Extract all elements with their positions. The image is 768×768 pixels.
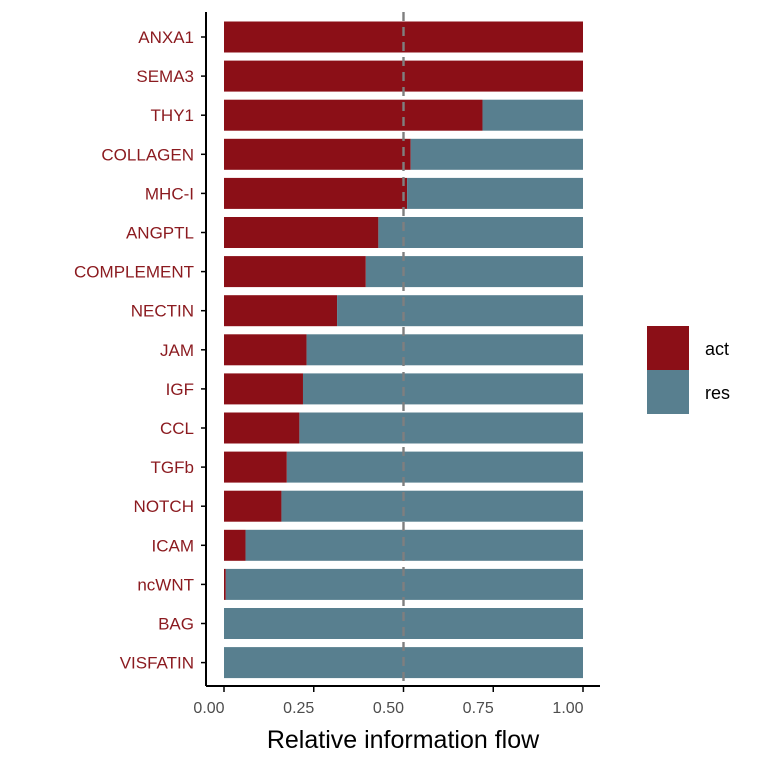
bar-act-igf (224, 373, 303, 405)
y-tick-label: VISFATIN (120, 654, 194, 673)
bar-res-ccl (299, 412, 583, 444)
bar-res-jam (306, 334, 583, 366)
bar-res-notch (281, 490, 583, 522)
bar-act-nectin (224, 295, 338, 327)
bar-act-tgfb (224, 451, 287, 483)
bars-layer (224, 12, 584, 686)
bar-res-mhc-i (407, 177, 583, 209)
bar-res-nectin (337, 295, 583, 327)
x-tick-label: 1.00 (552, 700, 583, 717)
x-tick-label: 0.25 (283, 700, 314, 717)
y-tick-label: NECTIN (131, 302, 194, 321)
bar-act-collagen (224, 138, 411, 170)
legend-label-res: res (705, 383, 730, 403)
y-tick-label: ANXA1 (138, 28, 194, 47)
bar-act-notch (224, 490, 282, 522)
bar-res-tgfb (286, 451, 583, 483)
y-tick-label: BAG (158, 615, 194, 634)
bar-act-angptl (224, 217, 379, 248)
bar-res-thy1 (482, 99, 583, 131)
x-tick-label: 0.75 (463, 700, 494, 717)
y-tick-label: MHC-I (145, 184, 194, 203)
y-tick-label: TGFb (151, 458, 194, 477)
bar-res-igf (302, 373, 583, 405)
y-tick-label: IGF (166, 380, 194, 399)
legend: act res (647, 326, 730, 414)
y-tick-label: COLLAGEN (101, 145, 194, 164)
bar-res-icam (245, 529, 584, 561)
x-axis: 0.00 0.25 0.50 0.75 1.00 (193, 685, 600, 717)
y-tick-label: JAM (160, 341, 194, 360)
bar-act-ncwnt (224, 568, 226, 600)
bar-act-icam (224, 529, 246, 561)
legend-key-res (647, 370, 689, 414)
legend-key-act (647, 326, 689, 370)
y-tick-label: ICAM (152, 536, 195, 555)
bar-act-mhc-i (224, 177, 408, 209)
bar-res-collagen (410, 138, 583, 170)
y-tick-label: SEMA3 (136, 67, 194, 86)
bar-act-thy1 (224, 99, 483, 131)
x-tick-label: 0.50 (373, 700, 404, 717)
bar-act-ccl (224, 412, 300, 444)
bar-res-complement (365, 256, 583, 288)
y-tick-label: ncWNT (137, 575, 194, 594)
y-tick-label: THY1 (151, 106, 194, 125)
y-tick-label: CCL (160, 419, 194, 438)
y-tick-label: COMPLEMENT (74, 263, 194, 282)
x-tick-label: 0.00 (193, 700, 224, 717)
bar-act-jam (224, 334, 307, 366)
bar-act-complement (224, 256, 366, 288)
y-tick-label: ANGPTL (126, 224, 194, 243)
y-tick-label: NOTCH (134, 497, 194, 516)
legend-label-act: act (705, 339, 729, 359)
y-tick-labels: ANXA1 SEMA3 THY1 COLLAGEN MHC-I ANGPTL COMPLEM… (74, 12, 207, 686)
bar-res-angptl (378, 217, 583, 248)
x-axis-title: Relative information flow (267, 726, 540, 754)
